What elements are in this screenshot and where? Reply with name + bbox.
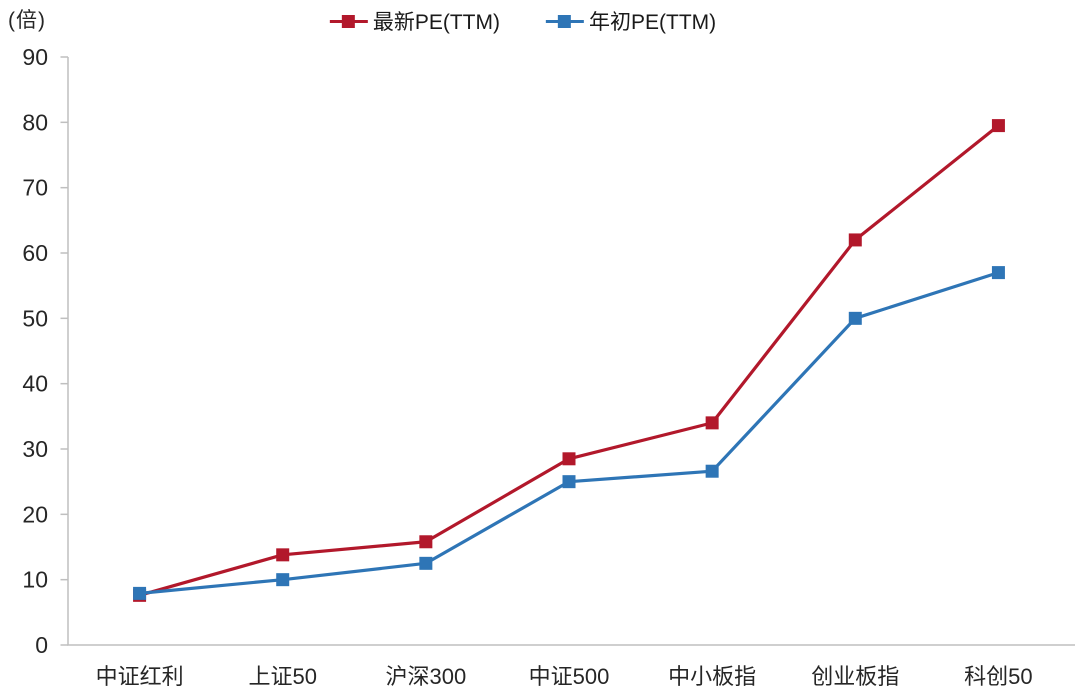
x-category-label: 沪深300	[385, 664, 466, 689]
legend-square-swatch	[341, 14, 355, 28]
legend: 最新PE(TTM) 年初PE(TTM)	[329, 6, 716, 36]
y-tick-label: 50	[22, 305, 48, 331]
axis-lines	[67, 57, 1075, 646]
legend-label-latest-pe: 最新PE(TTM)	[372, 11, 500, 34]
series-0-marker	[991, 119, 1005, 133]
legend-marker-yearstart-pe-icon	[546, 14, 584, 28]
series-0-marker	[419, 535, 433, 549]
y-tick-label: 70	[22, 175, 48, 201]
series-0-marker	[705, 416, 719, 430]
y-axis-unit-label: (倍)	[8, 9, 46, 32]
legend-item-yearstart-pe: 年初PE(TTM)	[546, 6, 716, 36]
legend-item-latest-pe: 最新PE(TTM)	[329, 6, 500, 36]
y-tick-label: 10	[22, 567, 48, 593]
series-1-marker	[276, 573, 290, 587]
x-category-label: 中证500	[529, 664, 610, 689]
y-tick-label: 30	[22, 436, 48, 462]
y-tick-label: 80	[22, 109, 48, 135]
series-0-marker	[562, 452, 576, 466]
legend-label-yearstart-pe: 年初PE(TTM)	[589, 11, 717, 34]
series-1-marker	[848, 311, 862, 325]
y-tick-label: 20	[22, 501, 48, 527]
x-category-label: 科创50	[964, 664, 1032, 689]
legend-marker-latest-pe-icon	[329, 14, 368, 28]
series-1-marker	[991, 266, 1005, 280]
series-1-marker	[562, 475, 576, 489]
x-category-label: 中证红利	[96, 664, 184, 689]
y-tick-label: 60	[22, 240, 48, 266]
y-tick-label: 40	[22, 371, 48, 397]
x-category-label: 中小板指	[668, 664, 756, 689]
series-1-marker	[705, 464, 719, 478]
y-tick-label: 90	[22, 44, 48, 70]
x-category-label: 创业板指	[811, 664, 899, 689]
series-0-marker	[276, 548, 290, 562]
series-0-line	[139, 124, 1000, 597]
series-0-marker	[848, 233, 862, 247]
series-1-line	[139, 271, 999, 595]
series-1-marker	[419, 556, 433, 570]
series-1-marker	[133, 586, 147, 600]
legend-square-swatch	[558, 14, 571, 28]
x-category-label: 上证50	[248, 664, 316, 689]
y-tick-label: 0	[35, 632, 48, 658]
